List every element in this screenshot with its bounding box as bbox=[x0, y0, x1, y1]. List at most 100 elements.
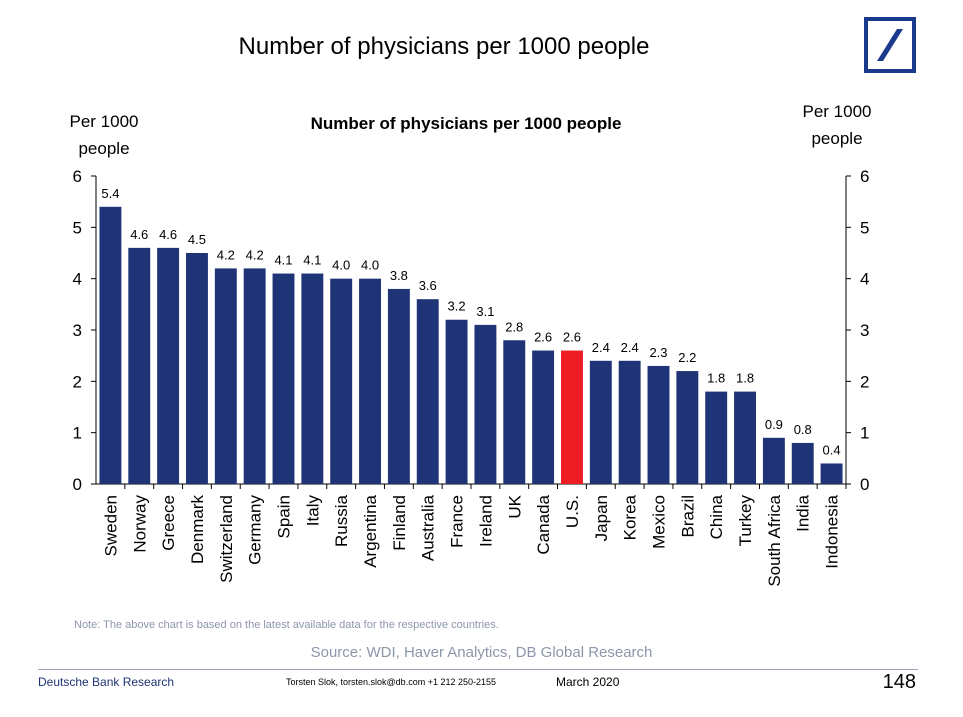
y-tick-label-right: 5 bbox=[860, 218, 869, 237]
bar-norway bbox=[128, 247, 151, 484]
data-label: 2.4 bbox=[621, 340, 639, 355]
data-label: 4.0 bbox=[332, 258, 350, 273]
data-label: 1.8 bbox=[707, 371, 725, 386]
category-label: Brazil bbox=[678, 495, 697, 538]
chart-note: Note: The above chart is based on the la… bbox=[74, 619, 499, 631]
y-axis-title-right: people bbox=[811, 129, 862, 148]
category-label: Indonesia bbox=[823, 494, 842, 568]
data-label: 4.2 bbox=[217, 247, 235, 262]
bar-argentina bbox=[359, 278, 381, 484]
category-label: South Africa bbox=[765, 494, 784, 586]
data-label: 3.6 bbox=[419, 278, 437, 293]
page-number: 148 bbox=[882, 671, 916, 693]
data-label: 4.1 bbox=[274, 253, 292, 268]
chart-title: Number of physicians per 1000 people bbox=[311, 114, 622, 133]
y-tick-label-right: 0 bbox=[860, 475, 869, 494]
bar-u-s- bbox=[561, 350, 583, 484]
y-tick-label-left: 6 bbox=[73, 167, 82, 186]
category-label: Sweden bbox=[101, 495, 120, 556]
data-label: 4.5 bbox=[188, 232, 206, 247]
category-label: Argentina bbox=[361, 494, 380, 567]
y-tick-label-right: 1 bbox=[860, 424, 869, 443]
data-label: 4.0 bbox=[361, 258, 379, 273]
footer-brand: Deutsche Bank Research bbox=[38, 675, 175, 689]
bar-turkey bbox=[734, 391, 756, 484]
data-label: 3.8 bbox=[390, 268, 408, 283]
category-label: Russia bbox=[332, 494, 351, 547]
bar-switzerland bbox=[214, 268, 237, 484]
category-label: Norway bbox=[130, 495, 149, 553]
bar-sweden bbox=[99, 206, 122, 485]
y-tick-label-right: 6 bbox=[860, 167, 869, 186]
data-label: 2.8 bbox=[505, 319, 523, 334]
data-label: 0.4 bbox=[823, 442, 841, 457]
category-label: Italy bbox=[303, 495, 322, 527]
data-label: 4.6 bbox=[130, 227, 148, 242]
category-label: Greece bbox=[159, 495, 178, 551]
category-label: Germany bbox=[246, 495, 265, 565]
bar-france bbox=[445, 319, 468, 484]
y-axis-title-left: Per 1000 bbox=[70, 112, 139, 131]
category-label: Turkey bbox=[736, 495, 755, 547]
category-label: UK bbox=[505, 494, 524, 518]
bar-italy bbox=[301, 273, 324, 484]
category-label: Mexico bbox=[650, 495, 669, 549]
category-label: Ireland bbox=[476, 495, 495, 547]
bar-korea bbox=[618, 360, 641, 484]
category-label: U.S. bbox=[563, 495, 582, 528]
data-label: 3.2 bbox=[448, 299, 466, 314]
category-label: Finland bbox=[390, 495, 409, 551]
physicians-bar-chart: Number of physicians per 1000 people Per … bbox=[70, 102, 872, 587]
y-axis-title-left: people bbox=[78, 139, 129, 158]
y-tick-label-left: 0 bbox=[73, 475, 82, 494]
y-tick-label-left: 4 bbox=[73, 270, 82, 289]
bar-canada bbox=[532, 350, 555, 484]
bar-mexico bbox=[647, 365, 670, 484]
bar-spain bbox=[272, 273, 295, 484]
chart-source: Source: WDI, Haver Analytics, DB Global … bbox=[310, 644, 653, 661]
y-tick-label-right: 3 bbox=[860, 321, 869, 340]
data-label: 2.2 bbox=[678, 350, 696, 365]
data-label: 2.6 bbox=[534, 330, 552, 345]
data-label: 1.8 bbox=[736, 371, 754, 386]
data-label: 0.8 bbox=[794, 422, 812, 437]
data-label: 4.2 bbox=[246, 247, 264, 262]
bar-denmark bbox=[186, 253, 208, 484]
data-label: 2.4 bbox=[592, 340, 610, 355]
bar-brazil bbox=[676, 371, 699, 484]
category-label: Denmark bbox=[188, 495, 207, 564]
category-label: China bbox=[707, 494, 726, 539]
y-tick-label-left: 1 bbox=[73, 424, 82, 443]
y-tick-label-right: 2 bbox=[860, 372, 869, 391]
bar-south-africa bbox=[762, 437, 785, 484]
footer-date: March 2020 bbox=[556, 675, 620, 689]
category-label: Switzerland bbox=[217, 495, 236, 583]
category-label: India bbox=[794, 494, 813, 531]
bar-germany bbox=[243, 268, 266, 484]
slide-title: Number of physicians per 1000 people bbox=[238, 33, 650, 60]
data-label: 4.1 bbox=[303, 253, 321, 268]
data-label: 0.9 bbox=[765, 417, 783, 432]
bar-finland bbox=[387, 288, 410, 484]
bar-russia bbox=[330, 278, 353, 484]
bar-ireland bbox=[474, 324, 497, 484]
y-tick-label-left: 3 bbox=[73, 321, 82, 340]
footer-divider bbox=[38, 669, 918, 670]
bar-greece bbox=[157, 247, 180, 484]
category-label: Australia bbox=[419, 494, 438, 561]
category-label: Korea bbox=[621, 494, 640, 540]
bar-japan bbox=[589, 360, 612, 484]
deutsche-bank-logo bbox=[864, 17, 916, 73]
data-label: 5.4 bbox=[101, 186, 119, 201]
bar-indonesia bbox=[820, 463, 843, 484]
y-tick-label-left: 5 bbox=[73, 218, 82, 237]
category-label: Japan bbox=[592, 495, 611, 541]
category-label: Canada bbox=[534, 494, 553, 554]
category-label: Spain bbox=[275, 495, 294, 538]
footer-contact: Torsten Slok, torsten.slok@db.com +1 212… bbox=[286, 677, 497, 687]
bar-australia bbox=[416, 299, 439, 484]
y-tick-label-left: 2 bbox=[73, 372, 82, 391]
bar-china bbox=[705, 391, 728, 484]
y-axis-title-right: Per 1000 bbox=[803, 102, 872, 121]
data-label: 2.3 bbox=[649, 345, 667, 360]
